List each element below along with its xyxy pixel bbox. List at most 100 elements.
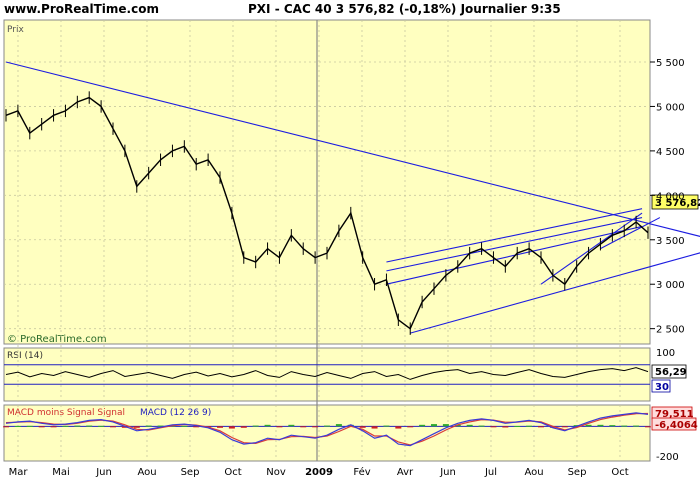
trendline [410,252,700,334]
price-panel-label: Prix [7,25,24,35]
macd-histogram-bar [74,425,81,427]
macd-panel [3,404,651,462]
x-tick-label: Sep [181,467,200,478]
macd-layer [3,412,651,447]
x-tick-label: Mar [9,467,29,478]
x-tick-label: Fév [353,466,370,478]
site-name: www.ProRealTime.com [4,2,159,16]
rsi-panel [3,347,651,402]
macd-histogram-bar [383,425,390,427]
x-tick-label: Avr [397,467,414,478]
macd-histogram-bar [181,425,188,427]
macd-histogram-bar [431,424,437,427]
price-panel [3,19,651,345]
rsi-y-tick-label: 100 [656,348,675,359]
macd-value-tag-2-box [651,417,697,431]
watermark: © ProRealTime.com [7,334,107,345]
trendline [540,212,643,285]
macd-histogram-bar [312,426,319,428]
x-tick-label: Nov [266,467,286,478]
trendline [5,61,700,237]
macd-histogram-bar [585,424,592,427]
x-tick-label: Jun [95,467,112,478]
y-tick-label: 3 500 [656,236,685,247]
macd-histogram-bar [264,424,271,427]
rsi-layer [4,364,650,385]
y-tick-label: 5 000 [656,102,685,113]
x-tick-label: Jun [439,467,456,478]
macd-histogram-bar [288,424,295,427]
macd-histogram-bar [133,426,140,428]
macd-histogram-bar [240,426,247,428]
macd-histogram-bar [145,425,152,427]
macd-histogram-bar [645,426,651,428]
macd-histogram-bar [347,424,354,427]
macd-histogram-bar [478,425,485,427]
x-tick-label: Aou [524,467,543,478]
rsi-value-tag-box [651,364,687,379]
macd-panel-label-2: MACD (12 26 9) [140,408,211,418]
macd-histogram-bar [3,426,9,428]
macd-histogram-bar [50,426,57,428]
macd-histogram-bar [561,426,568,428]
price-layer [5,61,700,335]
x-tick-label: 2009 [305,467,333,478]
macd-histogram-bar [526,425,533,427]
rsi-level-tag-box [651,379,671,393]
macd-histogram-bar [609,425,616,427]
macd-histogram-bar [98,425,105,427]
x-tick-label: Sep [568,467,587,478]
x-tick-label: Oct [611,467,628,478]
macd-histogram-bar [407,426,414,428]
macd-value-tag-2: -6,4064 [655,420,698,431]
macd-y-tick-label: -200 [656,452,679,463]
last-price-tag: 3 576,82 [655,198,700,209]
y-tick-label: 4 500 [656,147,685,158]
trendline [386,217,643,272]
macd-histogram-bar [466,424,473,427]
macd-signal-line [5,412,649,446]
y-tick-label: 2 500 [656,325,685,336]
macd-histogram-bar [538,426,544,428]
macd-histogram-bar [454,424,461,427]
macd-histogram-bar [252,425,259,427]
x-tick-label: Oct [224,467,241,478]
macd-histogram-bar [442,424,449,427]
macd-panel-label-1: MACD moins Signal Signal [7,408,125,418]
macd-histogram-bar [86,425,93,427]
macd-histogram-bar [121,426,128,428]
macd-histogram-bar [276,426,283,428]
macd-histogram-bar [110,426,116,428]
rsi-series-line [5,367,649,380]
macd-histogram-bar [14,426,21,428]
macd-histogram-bar [324,425,330,427]
x-tick-label: Aou [137,467,156,478]
rsi-value-tag: 56,29 [655,367,687,378]
macd-histogram-bar [359,426,366,428]
macd-histogram-bar [217,426,223,428]
instrument-title: PXI - CAC 40 3 576,82 (-0,18%) Journalie… [248,2,561,16]
macd-histogram-bar [62,425,69,427]
macd-histogram-bar [419,424,426,427]
trendline [386,225,643,285]
macd-histogram-bar [514,426,521,428]
y-tick-label: 3 000 [656,280,685,291]
macd-histogram-bar [371,426,378,429]
macd-histogram-bar [490,426,497,428]
macd-histogram-bar [335,424,342,427]
macd-histogram-bar [597,424,604,427]
macd-histogram-bar [38,426,45,428]
macd-value-tag-1: 79,511 [655,409,694,420]
rsi-panel-label: RSI (14) [7,351,43,361]
rsi-level-tag: 30 [655,382,669,393]
y-tick-label: 4 000 [656,191,685,202]
macd-histogram-bar [395,426,402,429]
macd-histogram-bar [300,426,307,428]
axis-layer: Mar Mai Jun Aou Sep Oct Nov 2009 Fév Avr Jun Jul Aou… [9,58,685,478]
macd-histogram-bar [549,426,556,428]
macd-line [5,412,649,447]
macd-histogram-bar [157,425,164,427]
y-tick-label: 5 500 [656,58,685,69]
